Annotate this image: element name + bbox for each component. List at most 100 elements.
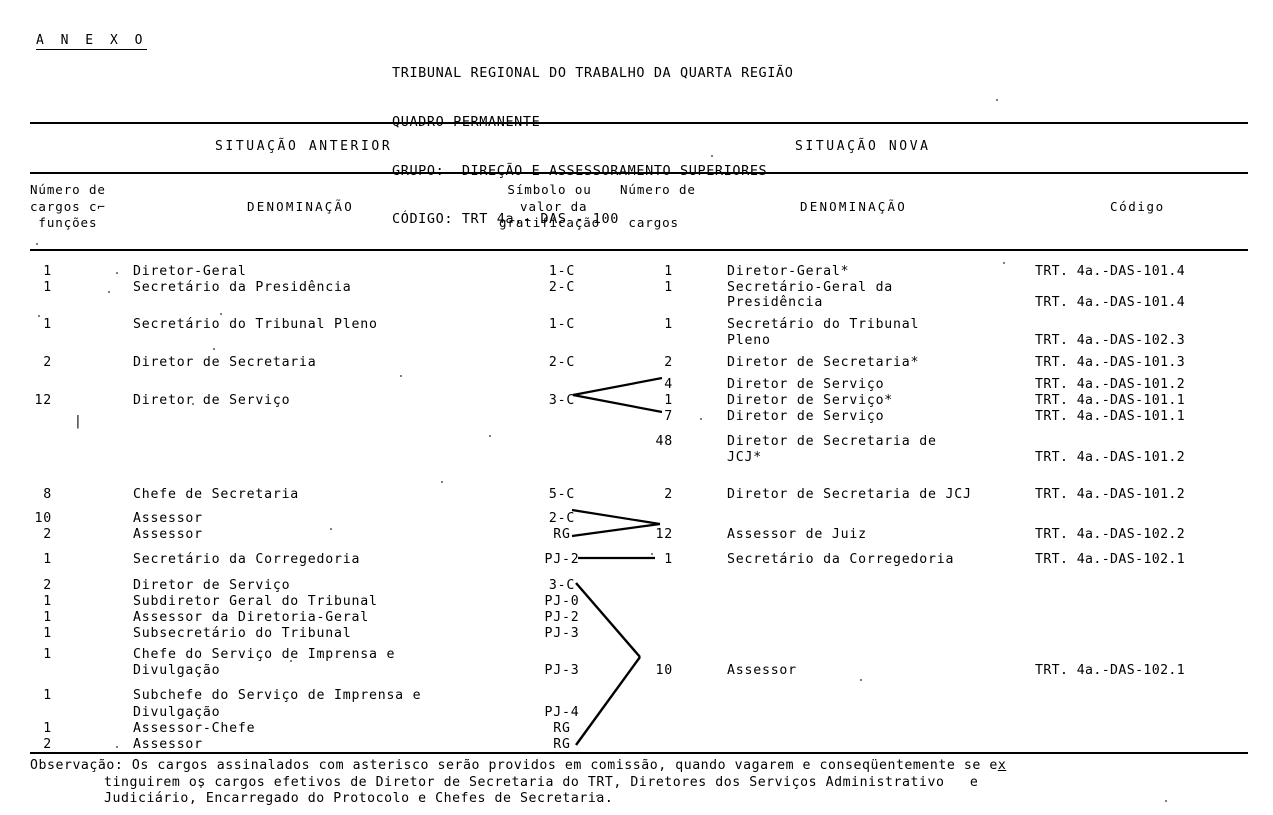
cell-simbolo: 5-C: [548, 487, 576, 502]
cell-qty-nova: 2: [664, 487, 673, 502]
cell-qty-anterior: 1: [43, 721, 52, 736]
column-header-divider: [30, 249, 1248, 251]
cell-codigo: TRT. 4a.-DAS-101.1: [1035, 409, 1186, 424]
cell-qty-anterior: 1: [43, 264, 52, 279]
cell-denominacao-nova: Pleno: [727, 333, 771, 348]
cell-denominacao-anterior: Divulgação: [133, 705, 221, 720]
cell-denominacao-anterior: Secretário da Corregedoria: [133, 552, 361, 567]
org-line-1: TRIBUNAL REGIONAL DO TRABALHO DA QUARTA …: [392, 65, 794, 82]
cell-denominacao-anterior: Secretário do Tribunal Pleno: [133, 317, 378, 332]
cell-codigo: TRT. 4a.-DAS-102.1: [1035, 663, 1186, 678]
org-line-3: GRUPO: DIREÇÃO E ASSESSORAMENTO SUPERIOR…: [392, 162, 768, 179]
cell-denominacao-anterior: Assessor: [133, 737, 203, 752]
cell-simbolo: 2-C: [548, 511, 576, 526]
cell-qty-anterior: 2: [43, 527, 52, 542]
cell-denominacao-nova: Assessor: [727, 663, 797, 678]
cell-denominacao-nova: Assessor de Juiz: [727, 527, 867, 542]
cell-denominacao-nova: Secretário do Tribunal: [727, 317, 920, 332]
cell-simbolo: PJ-3: [544, 663, 580, 678]
cell-qty-nova: 48: [655, 434, 673, 449]
section-title-nova: SITUAÇÃO NOVA: [795, 139, 931, 154]
cell-qty-anterior: 1: [43, 688, 52, 703]
observation-label: Observação:: [30, 758, 124, 773]
cell-qty-nova: 1: [664, 280, 673, 295]
cell-qty-anterior: 1: [43, 552, 52, 567]
cell-simbolo: 3-C: [548, 578, 576, 593]
cell-codigo: TRT. 4a.-DAS-101.4: [1035, 264, 1186, 279]
cell-simbolo: RG: [553, 527, 571, 542]
margin-tick-mark: |: [74, 414, 82, 429]
cell-simbolo: 2-C: [548, 355, 576, 370]
cell-denominacao-anterior: Subchefe do Serviço de Imprensa e: [133, 688, 422, 703]
cell-qty-anterior: 1: [43, 594, 52, 609]
cell-qty-nova: 7: [664, 409, 673, 424]
cell-codigo: TRT. 4a.-DAS-101.4: [1035, 295, 1186, 310]
cell-codigo: TRT. 4a.-DAS-101.2: [1035, 377, 1186, 392]
cell-qty-anterior: 1: [43, 610, 52, 625]
cell-denominacao-nova: Diretor-Geral*: [727, 264, 850, 279]
cell-denominacao-nova: JCJ*: [727, 450, 762, 465]
observation-line-1: Os cargos assinalados com asterisco serã…: [123, 758, 998, 773]
cell-codigo: TRT. 4a.-DAS-101.2: [1035, 487, 1186, 502]
cell-denominacao-nova: Diretor de Serviço: [727, 409, 885, 424]
cell-qty-nova: 10: [655, 663, 673, 678]
column-header-denominacao-nova: DENOMINAÇÃO: [800, 199, 907, 214]
cell-qty-anterior: 8: [43, 487, 52, 502]
column-header-simbolo: Símbolo ou valor da gratificação: [499, 182, 601, 230]
observation-line-3: Judiciário, Encarregado do Protocolo e C…: [104, 791, 614, 806]
cell-qty-nova: 1: [664, 552, 673, 567]
cell-qty-anterior: 1: [43, 317, 52, 332]
cell-denominacao-anterior: Diretor de Serviço: [133, 578, 291, 593]
header-divider-top: [30, 122, 1248, 124]
cell-simbolo: PJ-4: [544, 705, 580, 720]
header-divider-middle: [30, 172, 1248, 174]
cell-denominacao-nova: Diretor de Serviço: [727, 377, 885, 392]
org-line-4: CÓDIGO: TRT 4a.- DAS - 100: [392, 211, 619, 228]
cell-denominacao-anterior: Assessor: [133, 527, 203, 542]
cell-denominacao-nova: Secretário-Geral da: [727, 280, 894, 295]
cell-simbolo: PJ-0: [544, 594, 580, 609]
cell-denominacao-nova: Secretário da Corregedoria: [727, 552, 955, 567]
cell-denominacao-nova: Diretor de Secretaria de JCJ: [727, 487, 972, 502]
cell-denominacao-nova: Diretor de Serviço*: [727, 393, 894, 408]
cell-simbolo: PJ-2: [544, 552, 580, 567]
cell-codigo: TRT. 4a.-DAS-101.2: [1035, 450, 1186, 465]
cell-qty-nova: 12: [655, 527, 673, 542]
column-header-codigo: Código: [1110, 199, 1165, 214]
cell-denominacao-nova: Diretor de Secretaria de: [727, 434, 937, 449]
cell-denominacao-anterior: Diretor de Serviço: [133, 393, 291, 408]
column-header-num-cargos-nova: Número de cargos: [620, 182, 696, 230]
cell-denominacao-anterior: Diretor-Geral: [133, 264, 247, 279]
cell-qty-nova: 1: [664, 264, 673, 279]
cell-denominacao-anterior: Chefe do Serviço de Imprensa e: [133, 647, 396, 662]
cell-denominacao-anterior: Subsecretário do Tribunal: [133, 626, 352, 641]
cell-denominacao-anterior: Assessor da Diretoria-Geral: [133, 610, 369, 625]
annex-label: A N E X O: [36, 33, 147, 50]
table-bottom-divider: [30, 752, 1248, 754]
observation-note: Observação: Os cargos assinalados com as…: [30, 758, 1006, 808]
cell-denominacao-nova: Presidência: [727, 295, 824, 310]
cell-denominacao-anterior: Assessor: [133, 511, 203, 526]
column-header-num-cargos-anterior: Número de cargos c⌐ funções: [30, 182, 106, 230]
cell-qty-nova: 1: [664, 393, 673, 408]
cell-denominacao-anterior: Chefe de Secretaria: [133, 487, 300, 502]
cell-qty-anterior: 10: [34, 511, 52, 526]
cell-simbolo: RG: [553, 721, 571, 736]
cell-qty-nova: 4: [664, 377, 673, 392]
column-header-denominacao-anterior: DENOMINAÇÃO: [247, 199, 354, 214]
cell-qty-anterior: 1: [43, 626, 52, 641]
cell-denominacao-anterior: Diretor de Secretaria: [133, 355, 317, 370]
cell-simbolo: 1-C: [548, 264, 576, 279]
cell-qty-nova: 1: [664, 317, 673, 332]
cell-simbolo: 3-C: [548, 393, 576, 408]
cell-denominacao-nova: Diretor de Secretaria*: [727, 355, 920, 370]
cell-denominacao-anterior: Assessor-Chefe: [133, 721, 256, 736]
cell-simbolo: 2-C: [548, 280, 576, 295]
cell-codigo: TRT. 4a.-DAS-102.2: [1035, 527, 1186, 542]
observation-line-1-underlined: x: [997, 758, 1007, 773]
cell-simbolo: RG: [553, 737, 571, 752]
cell-codigo: TRT. 4a.-DAS-101.1: [1035, 393, 1186, 408]
cell-codigo: TRT. 4a.-DAS-101.3: [1035, 355, 1186, 370]
cell-qty-anterior: 2: [43, 737, 52, 752]
